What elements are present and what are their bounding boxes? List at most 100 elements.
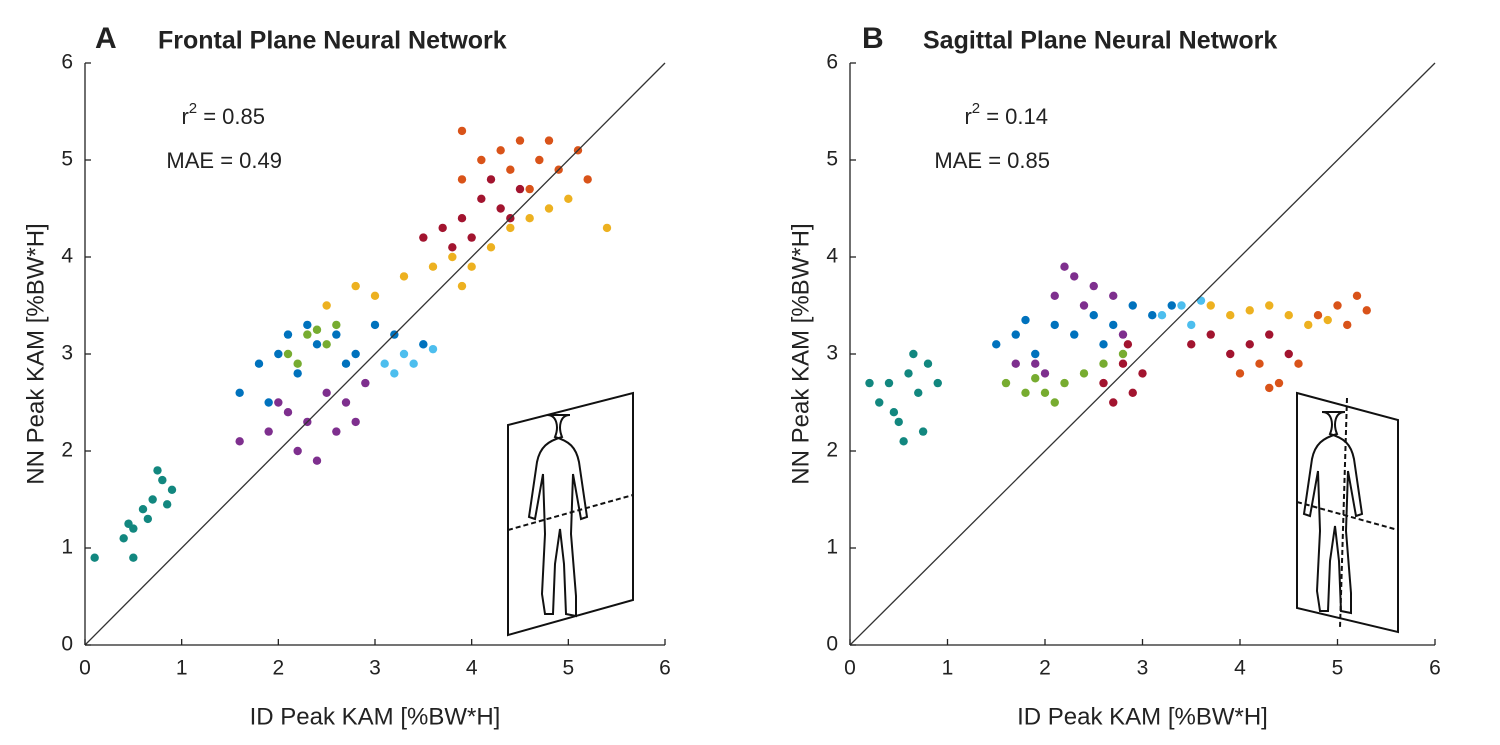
x-tick-label: 5 [1332, 657, 1344, 680]
annotation-value: = 0.14 [980, 104, 1048, 129]
y-tick-label: 2 [61, 439, 73, 462]
x-tick-label: 4 [466, 657, 478, 680]
scatter-point [544, 204, 554, 213]
scatter-point [1167, 301, 1176, 310]
scatter-point [167, 485, 177, 494]
scatter-point [129, 553, 138, 562]
annotation-value: = 0.85 [197, 104, 265, 129]
sagittal-plane-icon [1296, 391, 1399, 634]
scatter-point [332, 427, 341, 436]
scatter-point [1265, 301, 1274, 310]
scatter-point [486, 175, 496, 184]
scatter-point [515, 184, 525, 194]
y-tick-label: 4 [61, 245, 73, 268]
scatter-point [875, 398, 884, 407]
scatter-point [1079, 369, 1089, 378]
identity-line [84, 62, 666, 646]
scatter-point [1255, 359, 1264, 368]
scatter-point [162, 500, 172, 509]
scatter-point [1011, 330, 1020, 339]
scatter-point [1187, 340, 1196, 349]
scatter-point [448, 252, 457, 262]
scatter-point [1313, 311, 1323, 320]
x-tick-label: 0 [79, 657, 91, 680]
scatter-point [341, 359, 351, 368]
scatter-point [138, 505, 148, 514]
scatter-point [457, 281, 467, 291]
scatter-point [322, 388, 331, 397]
scatter-point [303, 330, 312, 339]
x-tick-label: 6 [659, 657, 671, 680]
scatter-point [1118, 349, 1128, 359]
scatter-point [918, 427, 928, 436]
scatter-point [1109, 398, 1118, 407]
scatter-point [322, 340, 331, 349]
x-axis-label: ID Peak KAM [%BW*H] [250, 703, 501, 730]
scatter-point [1060, 378, 1069, 388]
chart-title: Sagittal Plane Neural Network [923, 27, 1277, 55]
scatter-point [914, 388, 923, 397]
scatter-point [544, 136, 554, 145]
scatter-point [1099, 340, 1108, 349]
scatter-point [119, 534, 128, 543]
y-tick-label: 5 [61, 148, 73, 171]
scatter-point [1040, 388, 1050, 397]
scatter-point [1099, 359, 1108, 368]
scatter-point [1050, 398, 1059, 407]
scatter-point [1284, 311, 1293, 320]
scatter-point [274, 349, 283, 359]
scatter-point [1343, 320, 1352, 330]
scatter-point [1070, 330, 1079, 339]
y-tick-label: 3 [826, 342, 838, 365]
scatter-point [90, 553, 99, 562]
scatter-point [1128, 388, 1137, 397]
scatter-point [341, 398, 351, 407]
scatter-point [525, 184, 534, 194]
annotation-base: r [964, 104, 971, 129]
scatter-point [457, 126, 467, 136]
scatter-point [264, 398, 273, 407]
scatter-point [1196, 296, 1206, 305]
scatter-point [889, 408, 899, 417]
scatter-point [894, 417, 903, 427]
y-tick-label: 6 [826, 51, 838, 74]
scatter-point [303, 320, 312, 330]
scatter-point [457, 214, 467, 223]
scatter-point [351, 349, 360, 359]
scatter-point [1109, 291, 1118, 300]
scatter-point [148, 495, 157, 504]
scatter-point [380, 359, 389, 368]
scatter-point [1070, 272, 1079, 281]
scatter-point [1021, 315, 1030, 325]
scatter-point [312, 340, 322, 349]
scatter-point [506, 165, 515, 174]
scatter-point [1177, 301, 1186, 310]
scatter-point [153, 466, 162, 475]
scatter-point [428, 344, 438, 354]
scatter-point [992, 340, 1001, 349]
x-tick-label: 1 [176, 657, 188, 680]
scatter-point [467, 262, 476, 271]
x-tick-label: 5 [562, 657, 574, 680]
scatter-point [390, 369, 399, 378]
scatter-point [332, 330, 341, 339]
scatter-point [1352, 291, 1362, 300]
scatter-point [1031, 349, 1040, 359]
scatter-point [1001, 378, 1011, 388]
scatter-point [158, 475, 167, 485]
scatter-point [283, 330, 293, 339]
scatter-point [1138, 369, 1147, 378]
scatter-point [933, 378, 942, 388]
y-axis-label: NN Peak KAM [%BW*H] [22, 223, 49, 484]
scatter-point [264, 427, 273, 436]
scatter-point [293, 359, 302, 368]
scatter-point [351, 281, 360, 291]
scatter-point [1187, 320, 1196, 330]
scatter-point [564, 194, 573, 203]
scatter-point [293, 446, 302, 456]
scatter-point [1206, 330, 1215, 339]
scatter-point [457, 175, 467, 184]
annotation-value: = 0.85 [982, 148, 1050, 173]
annotation-superscript: 2 [972, 100, 980, 117]
